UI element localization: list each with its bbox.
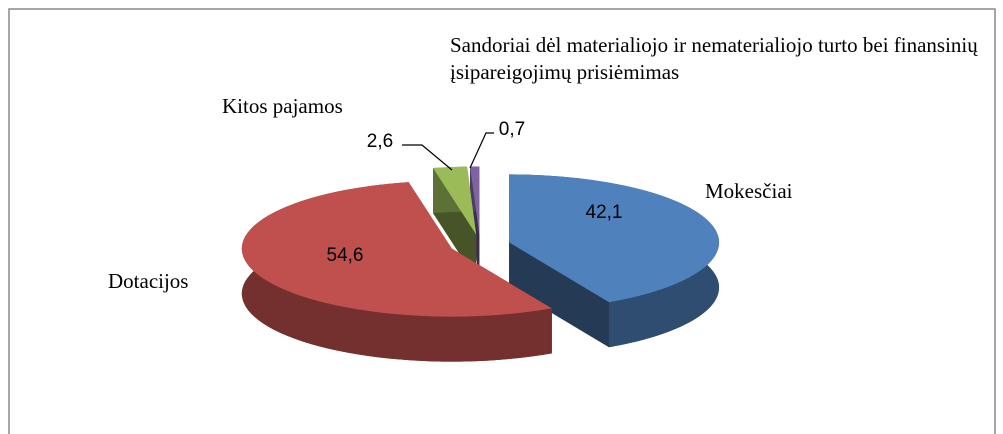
slice <box>509 174 720 303</box>
value-label: 0,7 <box>499 119 525 140</box>
value-label: 2,6 <box>367 131 393 152</box>
category-label: Sandoriai dėl materialiojo ir nematerial… <box>450 33 978 84</box>
value-label: 42,1 <box>586 202 623 223</box>
slice <box>433 166 477 235</box>
slice <box>470 166 480 235</box>
category-label: Dotacijos <box>108 269 188 293</box>
leader-line <box>469 132 494 169</box>
category-label: Mokesčiai <box>705 179 793 203</box>
category-label: Kitos pajamos <box>222 94 343 118</box>
value-label: 54,6 <box>327 245 364 266</box>
slice-cut <box>509 242 610 348</box>
leader-line <box>402 144 453 171</box>
slice <box>241 182 552 317</box>
chart-frame <box>8 8 996 434</box>
